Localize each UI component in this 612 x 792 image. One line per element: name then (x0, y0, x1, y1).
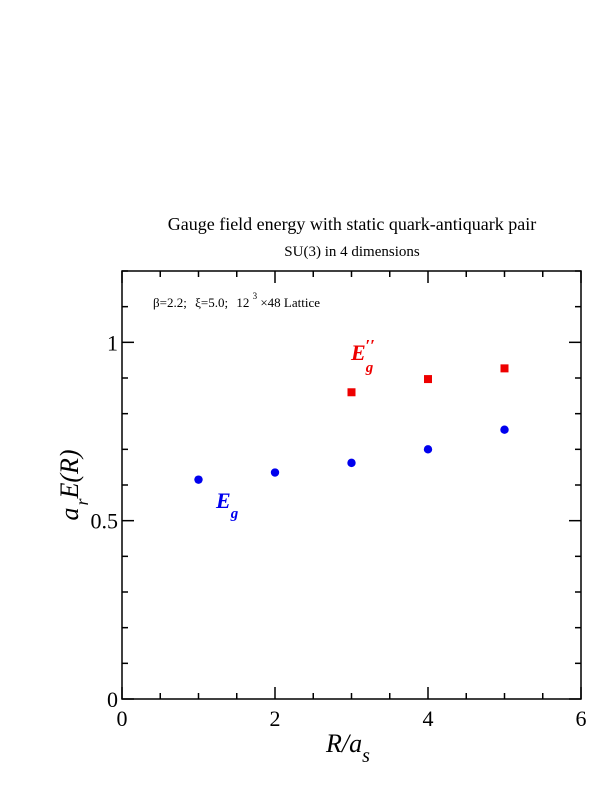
series-label-eg2-prime: ′′ (365, 336, 375, 355)
annotation-beta: β=2.2; (153, 295, 187, 310)
data-point-eg2 (347, 388, 356, 397)
x-axis-label: R/as (325, 729, 370, 767)
chart-subtitle: SU(3) in 4 dimensions (284, 244, 420, 260)
data-point-eg (270, 468, 280, 477)
annotation-lattice-rest: ×48 Lattice (260, 295, 320, 310)
x-tick-label: 4 (423, 706, 434, 731)
y-axis-label-sub: r (72, 498, 92, 506)
y-tick-label: 0.5 (91, 509, 119, 534)
annotation-xi: ξ=5.0; (195, 295, 228, 310)
data-point-eg2 (500, 364, 509, 373)
axis-tick-labels: 0 2 4 6 0 0.5 1 (91, 330, 587, 731)
data-point-eg (423, 445, 433, 454)
x-tick-label: 6 (576, 706, 587, 731)
lattice-annotation: β=2.2; ξ=5.0; 12 3 ×48 Lattice (153, 287, 320, 310)
data-point-eg (500, 425, 509, 434)
data-marks (194, 364, 509, 484)
chart-title: Gauge field energy with static quark-ant… (168, 214, 537, 234)
x-tick-label: 2 (270, 706, 281, 731)
y-axis-label-rest: E(R) (55, 449, 84, 499)
series-label-eg2-sub: g (365, 360, 374, 376)
y-tick-label: 0 (107, 687, 118, 712)
series-label-eg2-main: E (350, 340, 366, 365)
series-label-eg: Eg (215, 488, 239, 522)
plot-frame (121, 270, 582, 700)
y-axis-label-a: a (55, 508, 84, 521)
data-point-eg (194, 475, 203, 484)
x-axis-label-sub: s (362, 745, 370, 767)
data-point-eg2 (424, 375, 432, 384)
series-label-eg2: Eg ′′ (350, 336, 375, 376)
y-tick-label: 1 (107, 330, 118, 355)
series-label-eg-sub: g (230, 506, 239, 522)
data-point-eg (347, 458, 356, 468)
annotation-lattice-size: 12 (236, 295, 249, 310)
annotation-lattice-exponent: 3 (253, 291, 258, 301)
y-axis-label: arE(R) (55, 449, 92, 520)
x-tick-label: 0 (117, 706, 128, 731)
x-axis-label-main: R/a (325, 729, 362, 758)
axis-ticks (121, 270, 582, 700)
series-label-eg-main: E (215, 488, 231, 513)
